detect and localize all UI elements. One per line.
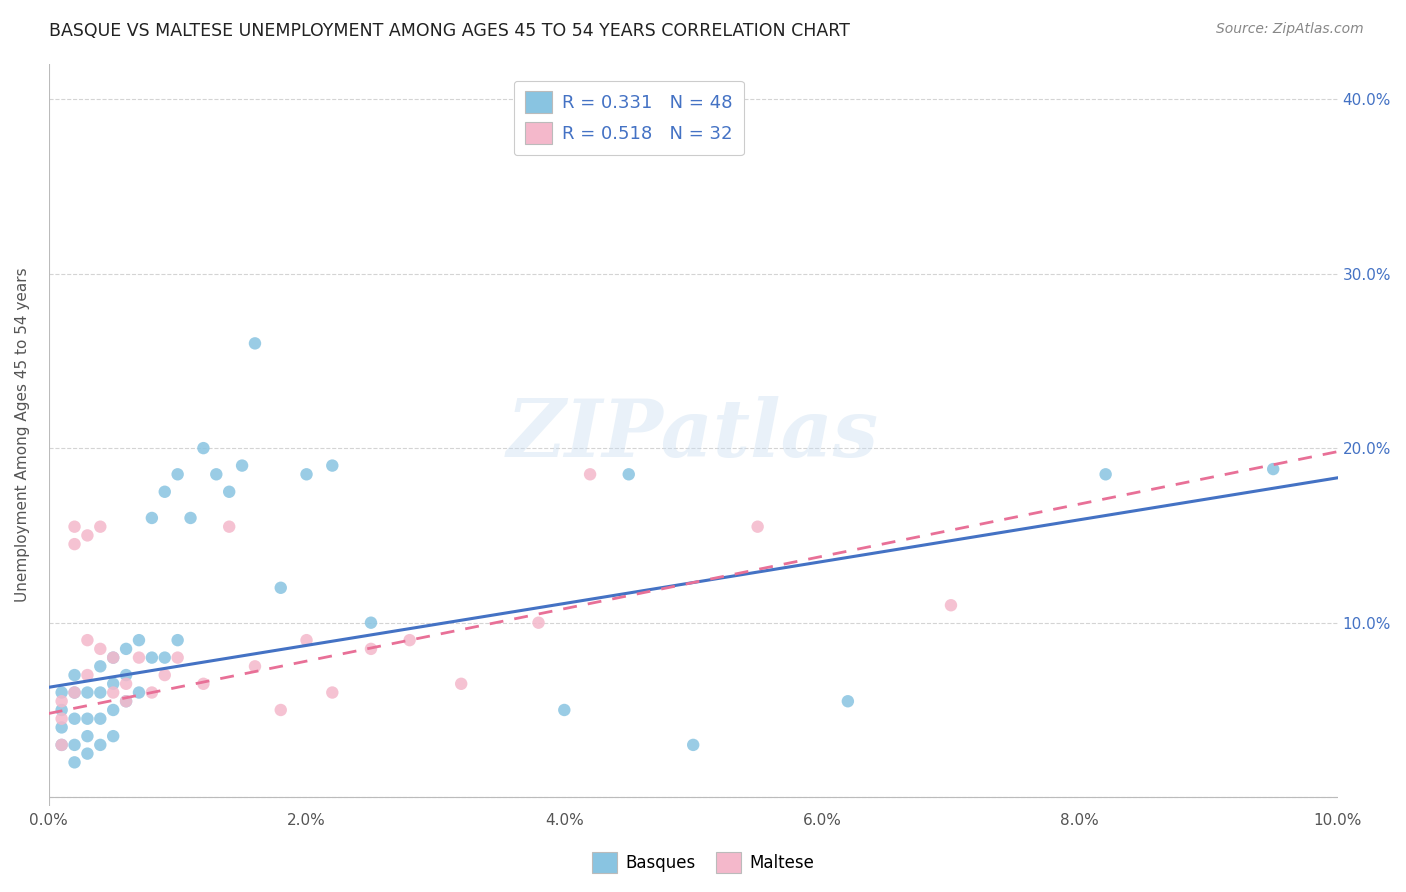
Point <box>63 712 86 726</box>
Point <box>103 677 125 691</box>
Point <box>617 467 640 482</box>
Point <box>51 685 73 699</box>
Point <box>218 519 240 533</box>
Point <box>180 511 202 525</box>
Text: BASQUE VS MALTESE UNEMPLOYMENT AMONG AGES 45 TO 54 YEARS CORRELATION CHART: BASQUE VS MALTESE UNEMPLOYMENT AMONG AGE… <box>49 22 851 40</box>
Point <box>89 641 111 656</box>
Point <box>103 650 125 665</box>
Point <box>76 712 98 726</box>
Point <box>166 467 188 482</box>
Point <box>553 703 575 717</box>
Point <box>76 747 98 761</box>
Point <box>76 633 98 648</box>
Point <box>89 659 111 673</box>
Point <box>63 537 86 551</box>
Point <box>76 668 98 682</box>
Point <box>295 467 318 482</box>
Point <box>51 694 73 708</box>
Point <box>1094 467 1116 482</box>
Point <box>51 712 73 726</box>
Point <box>398 633 420 648</box>
Point <box>89 685 111 699</box>
Point <box>76 685 98 699</box>
Point <box>153 650 176 665</box>
Point <box>360 641 382 656</box>
Point <box>51 738 73 752</box>
Point <box>128 633 150 648</box>
Text: Source: ZipAtlas.com: Source: ZipAtlas.com <box>1216 22 1364 37</box>
Point <box>103 729 125 743</box>
Point <box>747 519 769 533</box>
Point <box>231 458 253 473</box>
Point <box>837 694 859 708</box>
Point <box>76 528 98 542</box>
Point <box>63 519 86 533</box>
Point <box>270 703 292 717</box>
Point <box>51 721 73 735</box>
Point <box>141 511 163 525</box>
Point <box>103 650 125 665</box>
Point <box>527 615 550 630</box>
Point <box>166 650 188 665</box>
Point <box>193 441 215 455</box>
Point <box>128 685 150 699</box>
Point <box>682 738 704 752</box>
Point <box>63 738 86 752</box>
Point <box>115 694 138 708</box>
Point <box>89 519 111 533</box>
Point <box>63 756 86 770</box>
Point <box>243 336 266 351</box>
Point <box>89 738 111 752</box>
Point <box>321 458 343 473</box>
Point <box>103 685 125 699</box>
Legend: Basques, Maltese: Basques, Maltese <box>585 846 821 880</box>
Point <box>103 703 125 717</box>
Point <box>360 615 382 630</box>
Point <box>193 677 215 691</box>
Point <box>321 685 343 699</box>
Point <box>76 729 98 743</box>
Point <box>270 581 292 595</box>
Point <box>153 484 176 499</box>
Point <box>51 738 73 752</box>
Point <box>51 703 73 717</box>
Point <box>115 677 138 691</box>
Point <box>128 650 150 665</box>
Point <box>141 650 163 665</box>
Point <box>166 633 188 648</box>
Legend: R = 0.331   N = 48, R = 0.518   N = 32: R = 0.331 N = 48, R = 0.518 N = 32 <box>513 80 744 155</box>
Point <box>450 677 472 691</box>
Y-axis label: Unemployment Among Ages 45 to 54 years: Unemployment Among Ages 45 to 54 years <box>15 268 30 602</box>
Point <box>89 712 111 726</box>
Point <box>115 641 138 656</box>
Point <box>218 484 240 499</box>
Point <box>205 467 228 482</box>
Point <box>153 668 176 682</box>
Point <box>115 668 138 682</box>
Point <box>243 659 266 673</box>
Point <box>63 685 86 699</box>
Point <box>579 467 602 482</box>
Text: ZIPatlas: ZIPatlas <box>508 396 879 474</box>
Point <box>939 599 962 613</box>
Point <box>1263 462 1285 476</box>
Point <box>115 694 138 708</box>
Point <box>295 633 318 648</box>
Point <box>141 685 163 699</box>
Point <box>63 685 86 699</box>
Point <box>63 668 86 682</box>
